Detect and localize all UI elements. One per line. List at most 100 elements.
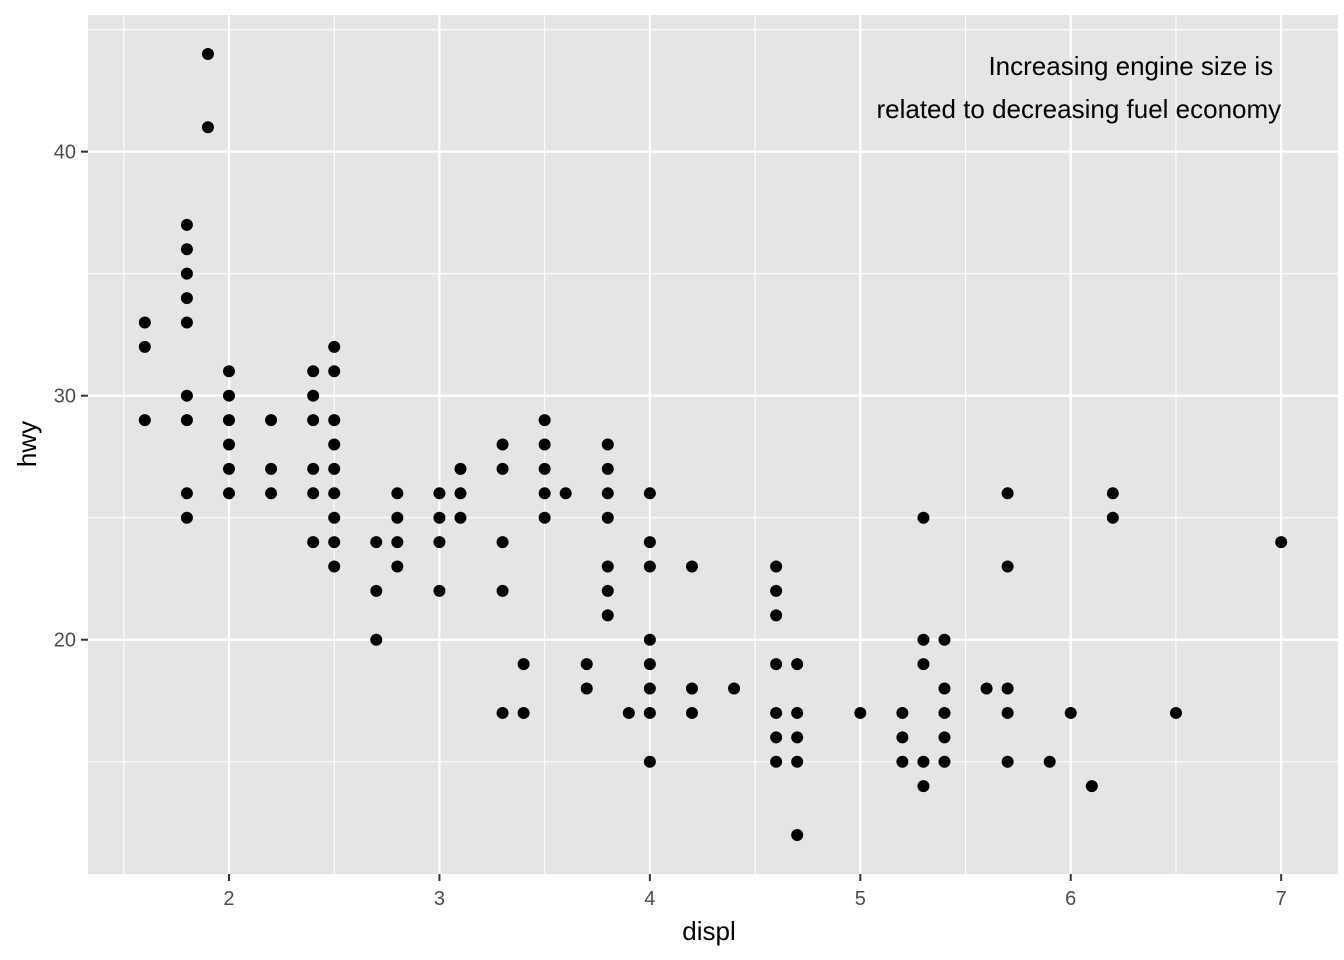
data-point <box>643 682 656 695</box>
data-point <box>938 682 951 695</box>
data-point <box>370 536 383 549</box>
data-point <box>791 755 804 768</box>
data-point <box>454 511 467 524</box>
data-point <box>391 560 404 573</box>
data-point <box>496 536 509 549</box>
data-point <box>307 389 320 402</box>
y-axis-tick-labels: 20 30 40 <box>54 142 76 652</box>
x-axis-tick-labels: 2 3 4 5 6 7 <box>223 888 1286 910</box>
data-point <box>685 682 698 695</box>
data-point <box>622 706 635 719</box>
data-point <box>538 487 551 500</box>
data-point <box>601 511 614 524</box>
y-tick-label: 40 <box>54 142 76 164</box>
data-point <box>791 828 804 841</box>
data-point <box>1001 487 1014 500</box>
data-point <box>454 462 467 475</box>
data-point <box>391 536 404 549</box>
data-point <box>917 658 930 671</box>
data-point <box>538 414 551 427</box>
data-point <box>328 560 341 573</box>
minor-grid-lines <box>88 15 1338 874</box>
data-point <box>896 731 909 744</box>
data-point <box>180 316 193 329</box>
panel-background <box>88 15 1338 874</box>
data-point <box>180 511 193 524</box>
data-point <box>791 731 804 744</box>
data-point <box>328 487 341 500</box>
data-point <box>854 706 867 719</box>
data-point <box>222 438 235 451</box>
data-point <box>1001 755 1014 768</box>
data-point <box>222 365 235 378</box>
data-point <box>643 536 656 549</box>
data-point <box>222 487 235 500</box>
data-point <box>180 243 193 256</box>
data-point <box>770 755 783 768</box>
data-point <box>770 658 783 671</box>
data-point <box>917 780 930 793</box>
data-point <box>180 389 193 402</box>
data-point <box>222 462 235 475</box>
data-point <box>770 706 783 719</box>
y-tick-label: 30 <box>54 386 76 408</box>
x-tick-label: 3 <box>434 888 445 910</box>
data-point <box>265 487 278 500</box>
data-point <box>685 706 698 719</box>
data-point <box>180 292 193 305</box>
data-point <box>685 560 698 573</box>
data-point <box>917 633 930 646</box>
data-point <box>1064 706 1077 719</box>
data-point <box>307 462 320 475</box>
data-point <box>643 706 656 719</box>
y-tick-label: 20 <box>54 630 76 652</box>
data-point <box>1106 487 1119 500</box>
data-point <box>1169 706 1182 719</box>
data-point <box>770 609 783 622</box>
data-point <box>601 584 614 597</box>
data-points <box>138 48 1288 841</box>
data-point <box>791 706 804 719</box>
annotation-line-2: related to decreasing fuel economy <box>876 94 1281 124</box>
y-axis-title: hwy <box>12 421 42 467</box>
data-point <box>938 633 951 646</box>
data-point <box>643 755 656 768</box>
data-point <box>1043 755 1056 768</box>
data-point <box>917 755 930 768</box>
data-point <box>580 682 593 695</box>
data-point <box>328 462 341 475</box>
data-point <box>770 560 783 573</box>
data-point <box>328 438 341 451</box>
data-point <box>307 487 320 500</box>
data-point <box>517 706 530 719</box>
data-point <box>328 511 341 524</box>
data-point <box>328 340 341 353</box>
data-point <box>138 414 151 427</box>
data-point <box>938 755 951 768</box>
x-tick-label: 7 <box>1276 888 1287 910</box>
data-point <box>938 706 951 719</box>
data-point <box>601 462 614 475</box>
data-point <box>307 536 320 549</box>
data-point <box>538 462 551 475</box>
data-point <box>328 365 341 378</box>
data-point <box>307 414 320 427</box>
data-point <box>643 560 656 573</box>
data-point <box>433 584 446 597</box>
data-point <box>201 121 214 134</box>
data-point <box>454 487 467 500</box>
data-point <box>180 487 193 500</box>
data-point <box>643 633 656 646</box>
major-grid-lines <box>88 15 1338 874</box>
data-point <box>496 462 509 475</box>
x-tick-label: 5 <box>855 888 866 910</box>
data-point <box>770 731 783 744</box>
data-point <box>938 731 951 744</box>
data-point <box>538 438 551 451</box>
data-point <box>328 414 341 427</box>
data-point <box>265 414 278 427</box>
data-point <box>180 218 193 231</box>
data-point <box>601 609 614 622</box>
data-point <box>601 487 614 500</box>
x-tick-label: 2 <box>223 888 234 910</box>
